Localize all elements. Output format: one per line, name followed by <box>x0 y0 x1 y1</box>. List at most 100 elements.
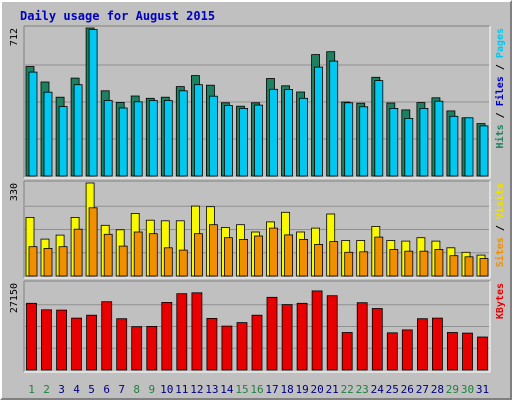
bar-kbytes <box>266 296 278 371</box>
bar-files <box>88 29 98 177</box>
bar-sites <box>434 249 444 277</box>
bar-files <box>404 118 414 177</box>
bar-sites <box>223 237 233 277</box>
bar-kbytes <box>296 302 308 371</box>
bar-files <box>73 84 83 177</box>
day-label: 9 <box>148 383 155 396</box>
bar-files <box>299 97 309 177</box>
bar-kbytes <box>281 304 293 371</box>
bar-sites <box>284 234 294 277</box>
bar-files <box>389 108 399 177</box>
bar-sites <box>163 247 173 277</box>
bar-sites <box>299 238 309 277</box>
chart-title: Daily usage for August 2015 <box>20 9 216 23</box>
bar-kbytes <box>251 314 263 371</box>
bar-kbytes <box>131 326 143 371</box>
bar-kbytes <box>386 332 398 371</box>
bar-kbytes <box>326 295 338 371</box>
day-label: 23 <box>356 383 369 396</box>
bar-files <box>103 100 113 177</box>
bar-files <box>419 108 429 177</box>
bar-sites <box>88 207 98 277</box>
bar-kbytes <box>41 309 52 371</box>
bar-sites <box>389 249 399 277</box>
bar-sites <box>254 235 263 277</box>
bar-files <box>28 71 38 177</box>
bar-kbytes <box>71 317 82 371</box>
legend-text: / <box>495 106 506 124</box>
bar-kbytes <box>146 325 158 371</box>
day-label: 27 <box>416 383 429 396</box>
bar-sites <box>329 241 339 277</box>
bar-files <box>58 106 68 177</box>
bar-files <box>479 125 489 177</box>
legend-text: Pages <box>495 28 506 58</box>
bar-sites <box>359 251 369 277</box>
bar-kbytes <box>101 301 113 371</box>
panel-legend: KBytes <box>495 283 506 319</box>
day-label: 11 <box>175 383 188 396</box>
bar-kbytes <box>462 332 473 371</box>
bar-kbytes <box>341 332 353 371</box>
bar-sites <box>449 255 459 277</box>
bar-files <box>359 106 369 177</box>
legend-text: Hits <box>494 124 506 148</box>
legend-text: / <box>495 58 506 76</box>
bar-files <box>193 84 203 177</box>
bar-kbytes <box>401 329 413 371</box>
bar-sites <box>118 245 128 277</box>
day-label: 2 <box>43 383 50 396</box>
bar-kbytes <box>431 317 443 371</box>
day-label: 7 <box>118 383 125 396</box>
day-label: 21 <box>326 383 339 396</box>
bar-kbytes <box>371 308 383 371</box>
day-label: 5 <box>88 383 95 396</box>
day-label: 8 <box>133 383 140 396</box>
bar-files <box>344 102 354 177</box>
bar-files <box>208 95 218 177</box>
bar-files <box>148 100 158 177</box>
bar-kbytes <box>477 336 488 371</box>
day-label: 29 <box>446 383 459 396</box>
bar-sites <box>28 246 38 277</box>
day-label: 6 <box>103 383 110 396</box>
bar-kbytes <box>56 309 67 371</box>
bar-files <box>374 80 384 177</box>
legend-text: KBytes <box>495 283 506 319</box>
bar-files <box>269 88 278 177</box>
bar-files <box>464 117 474 177</box>
bar-kbytes <box>191 292 203 371</box>
bar-files <box>434 100 444 177</box>
day-label: 3 <box>58 383 65 396</box>
bar-kbytes <box>161 301 173 371</box>
bar-files <box>223 105 233 177</box>
bar-kbytes <box>236 322 248 371</box>
day-label: 15 <box>235 383 248 396</box>
day-label: 10 <box>160 383 173 396</box>
bar-files <box>239 108 248 177</box>
day-label: 14 <box>220 383 234 396</box>
day-label: 20 <box>310 383 323 396</box>
bar-sites <box>148 233 158 277</box>
legend-text: / <box>495 219 506 237</box>
bar-sites <box>103 233 113 277</box>
legend-text: Visits <box>494 183 506 219</box>
bar-kbytes <box>446 332 458 371</box>
day-label: 1 <box>28 383 35 396</box>
day-label: 22 <box>341 383 354 396</box>
bar-sites <box>479 258 489 277</box>
day-label: 30 <box>461 383 474 396</box>
bar-sites <box>193 233 203 277</box>
bar-kbytes <box>86 314 97 371</box>
day-label: 4 <box>73 383 80 396</box>
panel-max-label: 712 <box>9 28 20 46</box>
bar-files <box>314 66 324 177</box>
legend-text: Sites <box>494 237 506 267</box>
bar-sites <box>344 251 354 277</box>
bar-kbytes <box>116 318 128 371</box>
bar-files <box>449 115 459 177</box>
day-label: 13 <box>205 383 218 396</box>
day-label: 16 <box>250 383 263 396</box>
panel-max-label: 27150 <box>9 283 20 313</box>
